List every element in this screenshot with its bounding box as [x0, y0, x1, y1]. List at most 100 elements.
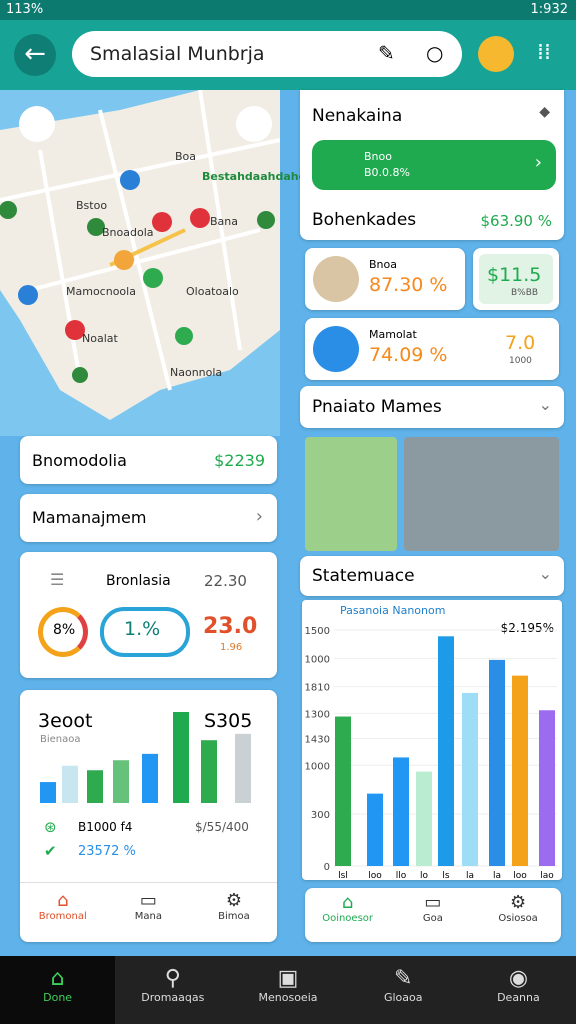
status-left: 113%: [6, 2, 44, 17]
bar: [235, 733, 251, 803]
chevron: ›: [534, 152, 542, 173]
avatar[interactable]: [478, 36, 514, 72]
banner[interactable]: Bnoo B0.0.8% ›: [312, 140, 556, 190]
map: [0, 90, 280, 436]
bar: [416, 771, 432, 866]
bar: [489, 659, 505, 866]
chevron: ⌄: [538, 564, 552, 583]
nav-item[interactable]: ◉ Deanna: [460, 956, 576, 1024]
row-value: $/55/400: [195, 820, 249, 834]
map-label: Noalat: [82, 332, 118, 345]
item-name: Mamolat: [369, 328, 417, 341]
bar-chart: Pasanoia Nanonom $2.195% 1500 1000 1810 1300 1…: [305, 604, 557, 881]
y-tick-label: 0: [324, 862, 330, 873]
x-tick-label: loo: [513, 871, 527, 880]
nav-item[interactable]: ⚙ Bimoa: [191, 890, 277, 922]
section-card[interactable]: Statemuace ⌄: [300, 556, 564, 596]
nav-label: Bimoa: [218, 911, 250, 922]
nav-icon: ▭: [424, 892, 442, 913]
section-value: $63.90 %: [480, 212, 552, 230]
big-value: 23.0: [203, 614, 258, 639]
nav-icon: ⚲: [164, 966, 181, 991]
summary-card[interactable]: Bnomodolia $2239: [20, 436, 277, 484]
app-bar: ← Smalasial Munbrja ✎ ○ ⁞⁞: [0, 20, 576, 90]
nav-icon: ⚙: [510, 892, 527, 913]
map-label: Naonnola: [170, 366, 223, 379]
section-title: Statemuace: [312, 566, 415, 586]
side-sub: 1000: [509, 356, 532, 366]
search-icon[interactable]: ○: [426, 41, 444, 65]
item-card[interactable]: Bnoa 87.30 %: [305, 248, 465, 310]
menu-card[interactable]: Mamanajmem ›: [20, 494, 277, 542]
menu-icon: ☰: [50, 570, 65, 589]
nav-item[interactable]: ⚲ Dromaaqas: [115, 956, 231, 1024]
nav-label: Mana: [134, 911, 162, 922]
card-subtitle: Bienaoa: [40, 734, 81, 745]
y-tick-label: 1430: [305, 735, 330, 746]
nav-item[interactable]: ▭ Goa: [390, 892, 475, 924]
bar-chart: [40, 712, 251, 803]
bar: [462, 692, 478, 866]
grid-icon[interactable]: ⁞⁞: [537, 40, 551, 65]
nav-icon: ⚙: [225, 890, 243, 911]
bar: [393, 757, 409, 866]
y-tick-label: 1000: [305, 761, 330, 772]
chart-card: Pasanoia Nanonom $2.195% 1500 1000 1810 1300 1…: [302, 600, 562, 881]
bar: [113, 760, 129, 803]
map-label: Bnoadola: [102, 226, 154, 239]
nav-item[interactable]: ⚙ Osiosoa: [475, 892, 560, 924]
map-labels: Boa Bestahdaahdahda Bstoo Bnoadola Bana Mamoc…: [0, 90, 314, 436]
item-card[interactable]: Mamolat 74.09 % 7.0 1000: [305, 318, 559, 380]
section-card[interactable]: Pnaiato Mames ⌄: [300, 386, 564, 428]
nav-item[interactable]: ▣ Menosoeia: [230, 956, 346, 1024]
nav-label: Ooinoesor: [322, 913, 374, 924]
x-tick-label: la: [493, 871, 501, 880]
chart-value: $2.195%: [501, 621, 554, 635]
nav-icon: ⌂: [50, 966, 65, 991]
nav-item[interactable]: ▭ Mana: [106, 890, 192, 922]
bar: [173, 712, 189, 803]
nav-label: Menosoeia: [258, 991, 318, 1004]
nav-item[interactable]: ⌂ Done: [0, 956, 116, 1024]
place-image[interactable]: [404, 437, 559, 551]
banner-value: B0.0.8%: [364, 166, 410, 179]
status-bar: 113% 1:932: [0, 0, 576, 20]
card-nav: ⌂ Ooinoesor ▭ Goa ⚙ Osiosoa: [305, 888, 561, 942]
section-title: Pnaiato Mames: [312, 397, 442, 417]
back-button[interactable]: ←: [14, 34, 56, 76]
nav-item[interactable]: ✎ Gloaoa: [345, 956, 461, 1024]
card-value: 22.30: [204, 572, 247, 590]
bar: [438, 636, 454, 866]
row-text: 23572 %: [78, 844, 136, 859]
x-tick-label: la: [466, 871, 474, 880]
nav-label: Goa: [422, 913, 443, 924]
nav-icon: ⌂: [341, 892, 354, 913]
section-title: Bohenkades: [312, 210, 417, 230]
row-text: B1000 f4: [78, 820, 133, 834]
pin-icon[interactable]: ✎: [378, 41, 395, 65]
card-title: 3eoot: [38, 710, 93, 732]
x-tick-label: ls: [442, 871, 450, 880]
bar: [62, 765, 78, 803]
item-value: 74.09 %: [369, 344, 448, 366]
chart-title: Pasanoia Nanonom: [340, 604, 445, 617]
status-right: 1:932: [530, 2, 568, 17]
map-label: Oloatoalo: [186, 285, 239, 298]
bar: [335, 716, 351, 866]
nav-item[interactable]: ⌂ Bromonal: [20, 890, 106, 922]
nav-item[interactable]: ⌂ Ooinoesor: [305, 892, 390, 924]
card-value: S305: [204, 710, 253, 732]
x-tick-label: llo: [396, 871, 407, 880]
y-tick-label: 1810: [305, 683, 330, 694]
pill: [100, 607, 190, 657]
gauge-card: ☰ Bronlasia 22.30 8% 1.% 23.0 1.96: [20, 552, 277, 678]
item-name: Bnoa: [369, 258, 397, 271]
map-label: Bana: [210, 215, 238, 228]
card-title: Bnomodolia: [32, 451, 127, 470]
bar: [539, 710, 555, 866]
side-sub: B%BB: [511, 288, 539, 298]
place-image[interactable]: [305, 437, 397, 551]
y-tick-label: 300: [311, 810, 330, 821]
search-bar[interactable]: Smalasial Munbrja ✎ ○: [72, 31, 462, 77]
nav-icon: ▭: [139, 890, 157, 911]
